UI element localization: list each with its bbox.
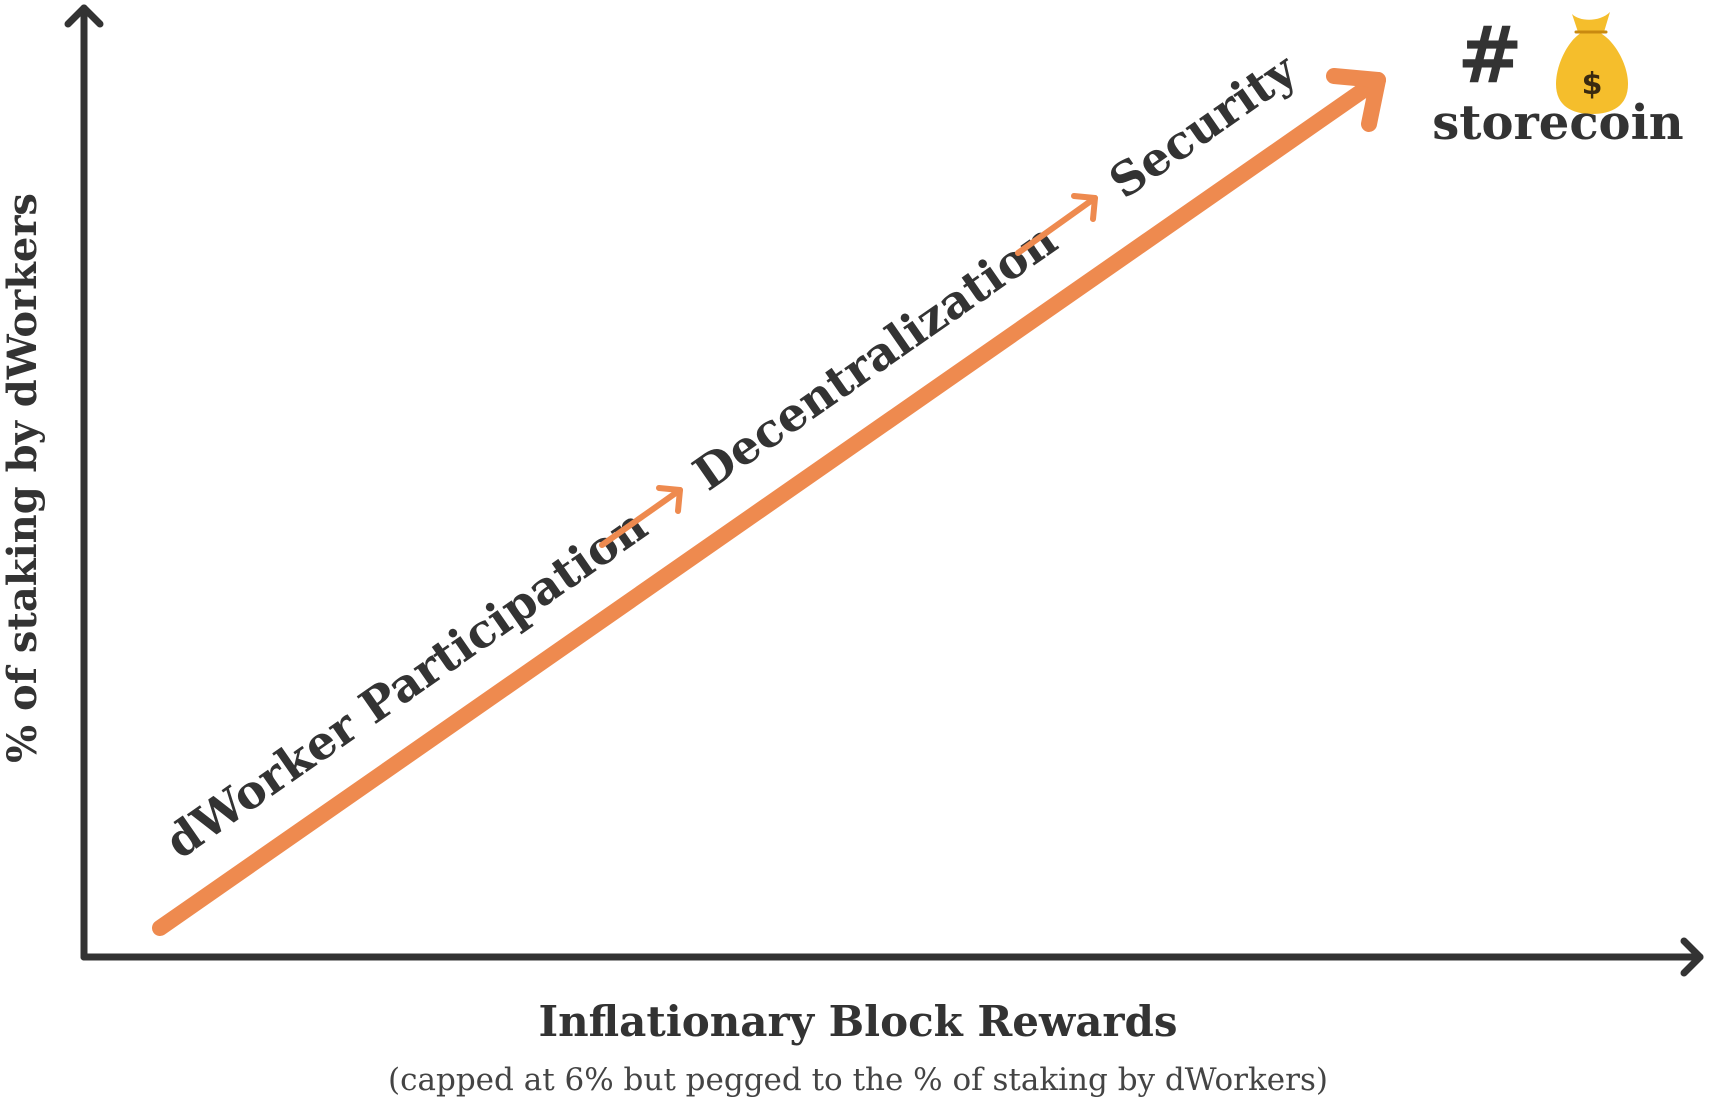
brand-hash: # [1457, 11, 1522, 101]
x-axis-arrowhead [1680, 937, 1704, 977]
money-bag-icon: $ [1556, 12, 1628, 114]
brand-logo: # $ storecoin [1432, 11, 1683, 151]
brand-name: storecoin [1432, 95, 1683, 151]
trend-arrowhead [1326, 68, 1386, 132]
x-axis-title: Inflationary Block Rewards [538, 997, 1177, 1046]
step-label-security: Security [1099, 42, 1306, 209]
money-bag-dollar: $ [1582, 67, 1603, 102]
step-arrow-2 [1015, 195, 1098, 256]
trend-line [152, 72, 1386, 936]
step-arrow-1 [599, 487, 683, 548]
step-label-dworker-participation: dWorker Participation [155, 498, 656, 869]
step-arrow-2-head [1071, 193, 1098, 222]
step-labels: dWorker Participation Decentralization S… [155, 42, 1306, 869]
trend-arrow [152, 68, 1386, 936]
y-axis-arrowhead [64, 4, 104, 28]
step-arrow-1-head [656, 485, 683, 514]
axes [64, 4, 1704, 977]
step-label-decentralization: Decentralization [683, 212, 1066, 501]
x-axis-subtitle: (capped at 6% but pegged to the % of sta… [388, 1062, 1328, 1098]
y-axis-label: % of staking by dWorkers [0, 193, 46, 763]
